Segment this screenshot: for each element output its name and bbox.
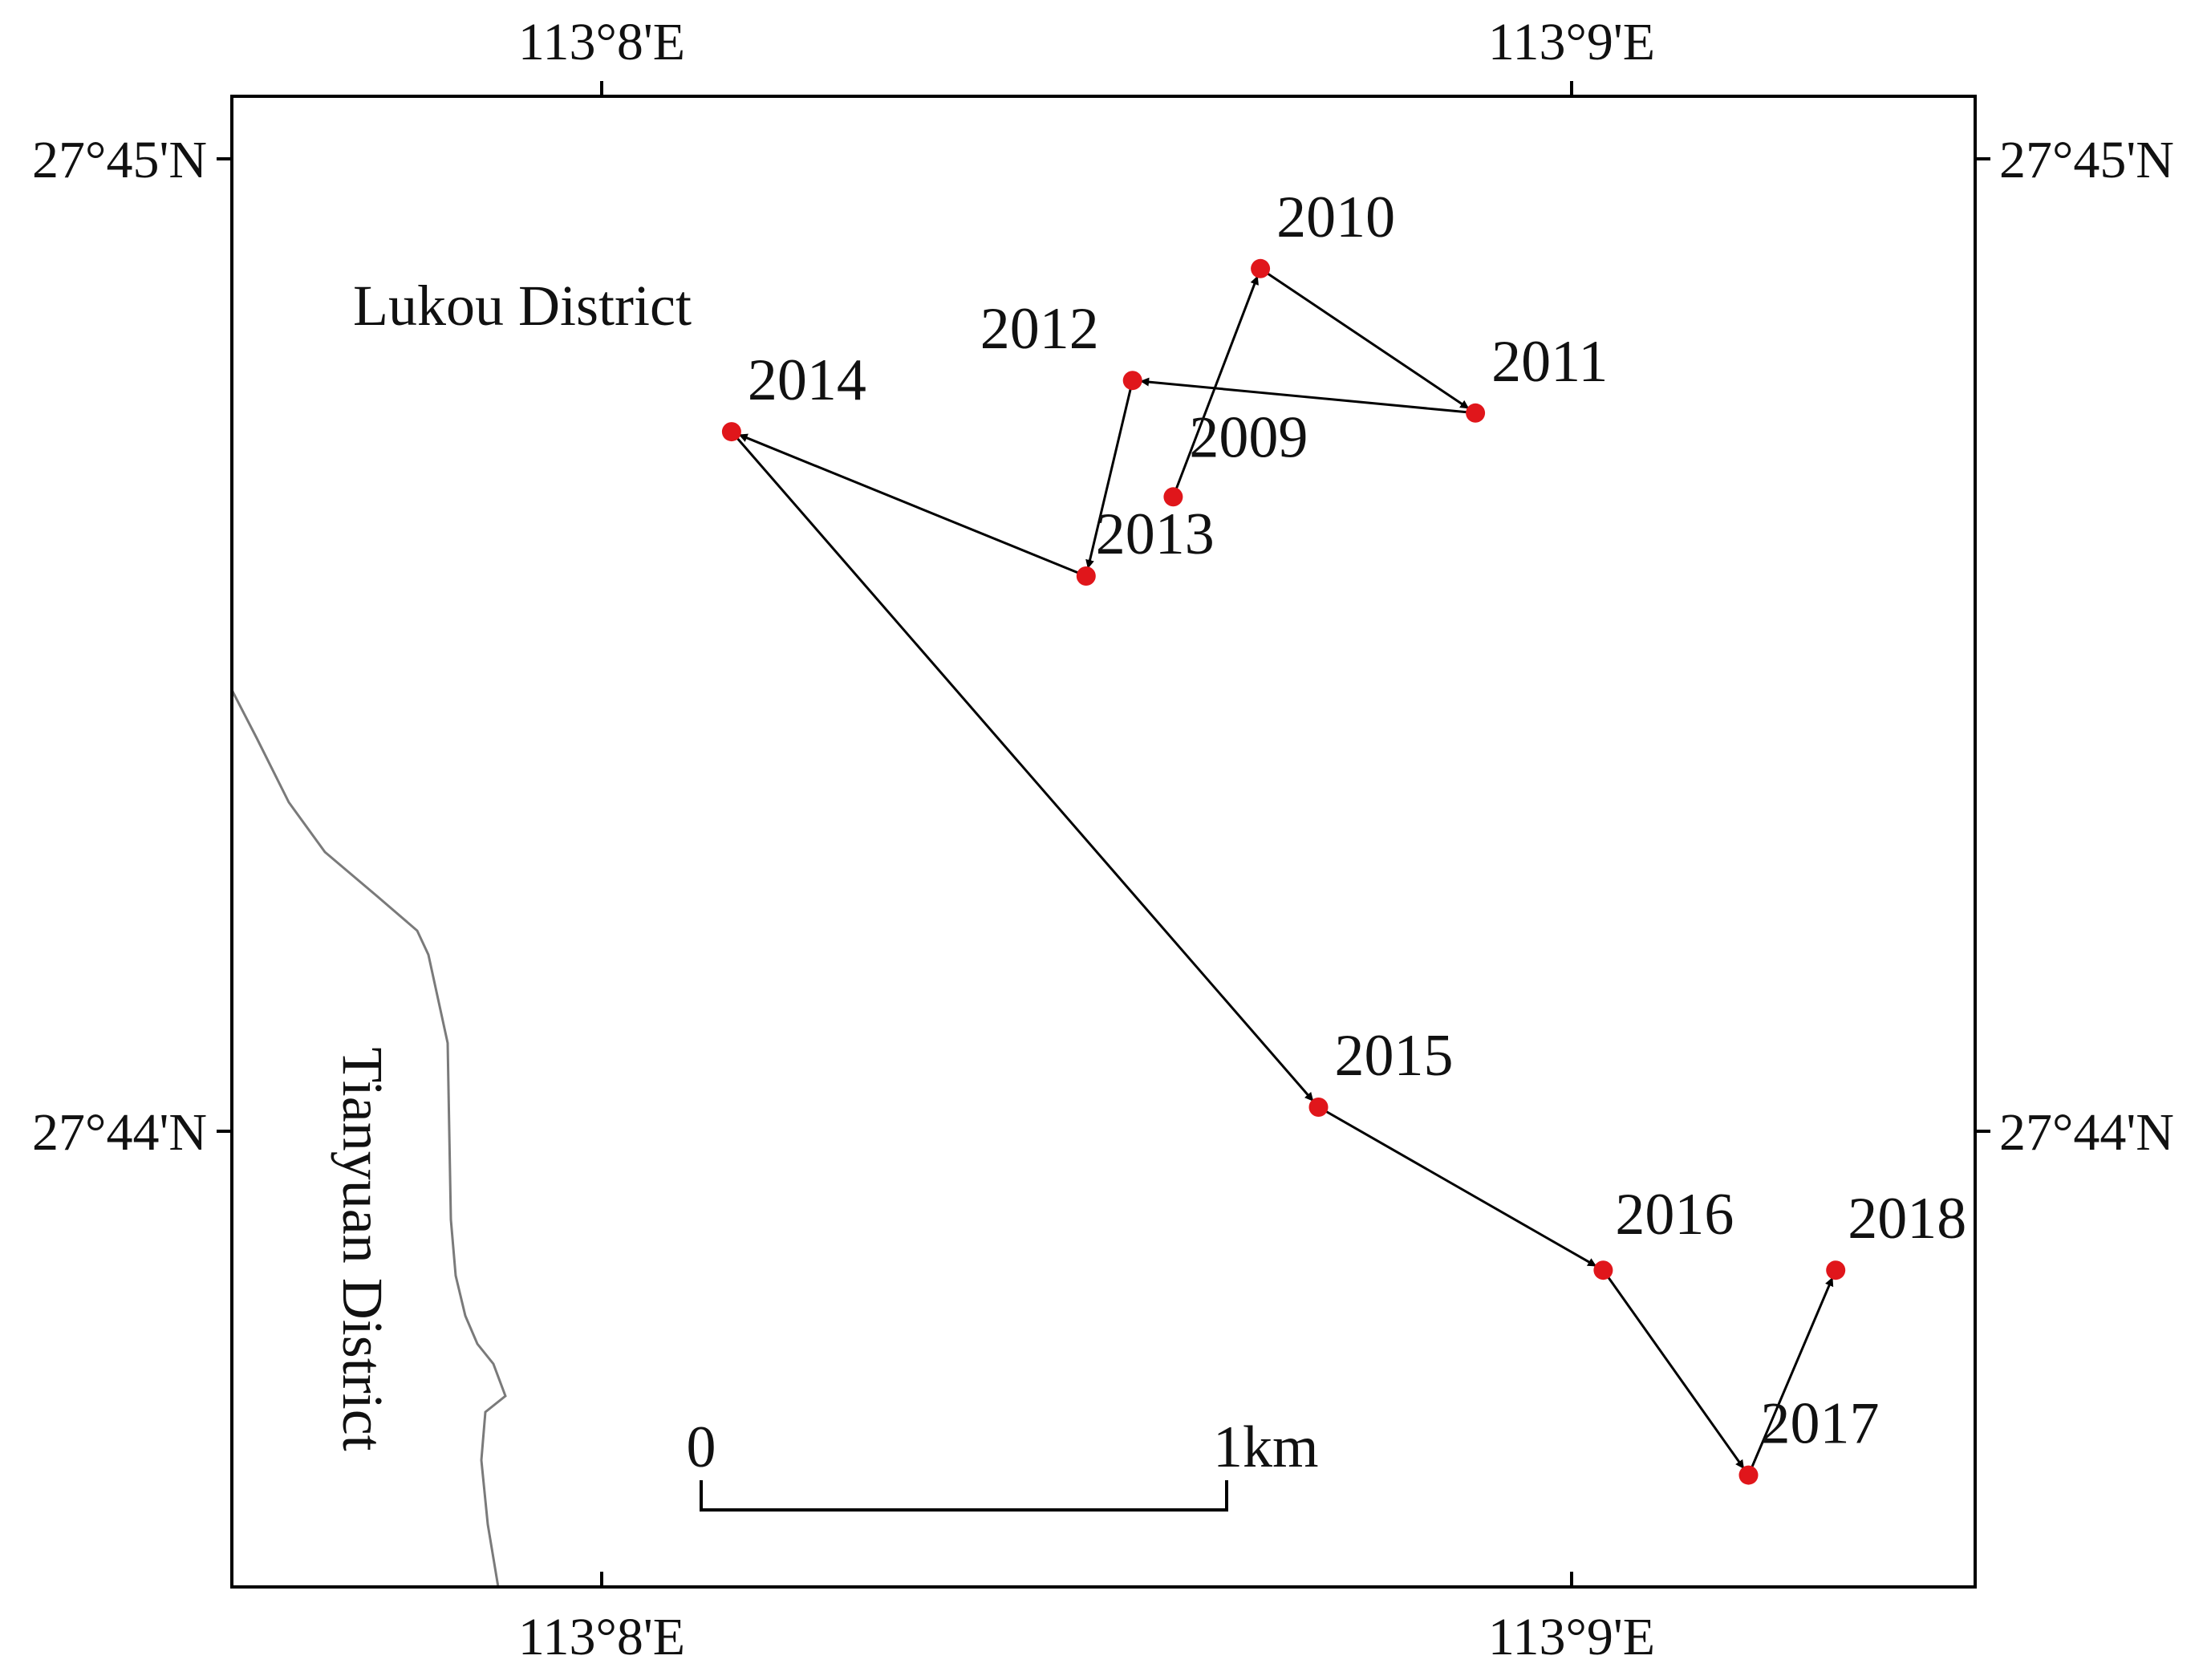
track-arrow-2013-2014 — [738, 433, 1084, 576]
track-arrow-2011-2012 — [1140, 377, 1473, 414]
tick-label-right-1: 27°45'N — [1999, 131, 2174, 189]
tick-label-top-2: 113°9'E — [1488, 13, 1655, 71]
point-2013 — [1076, 566, 1096, 586]
tick-label-bottom-2: 113°9'E — [1488, 1608, 1655, 1666]
scale-bar-end-label: 1km — [1213, 1414, 1319, 1480]
track-arrow-2009-2010 — [1173, 275, 1259, 495]
tick-label-left-2: 27°44'N — [32, 1103, 207, 1162]
track-arrow-2015-2016 — [1321, 1107, 1597, 1268]
tick-label-left-1: 27°45'N — [32, 131, 207, 189]
scale-bar-line — [700, 1480, 1228, 1512]
track-arrow-2014-2015 — [732, 433, 1315, 1102]
track-arrow-2010-2011 — [1262, 269, 1470, 410]
year-label-2013: 2013 — [1096, 501, 1215, 567]
track-arrow-2017-2018 — [1748, 1276, 1834, 1473]
frame-ticks — [217, 81, 1990, 1587]
point-2010 — [1251, 258, 1271, 278]
trajectory-points — [721, 258, 1846, 1485]
scale-bar: 0 1km — [687, 1414, 1319, 1512]
year-label-2012: 2012 — [980, 296, 1099, 362]
year-label-2016: 2016 — [1615, 1182, 1734, 1248]
year-label-2011: 2011 — [1491, 329, 1608, 395]
scale-bar-start-label: 0 — [687, 1414, 716, 1480]
year-label-2014: 2014 — [748, 347, 866, 413]
district-label-tianyuan: Tianyuan District — [331, 1047, 395, 1451]
year-label-2010: 2010 — [1276, 185, 1395, 250]
map-frame — [230, 95, 1977, 1589]
year-label-2009: 2009 — [1189, 404, 1308, 470]
district-boundary — [232, 689, 507, 1587]
point-2011 — [1466, 403, 1486, 423]
tick-label-bottom-1: 113°8'E — [518, 1608, 685, 1666]
year-label-2018: 2018 — [1848, 1186, 1966, 1252]
point-2009 — [1163, 487, 1183, 507]
point-2018 — [1826, 1260, 1846, 1280]
year-label-2017: 2017 — [1761, 1391, 1880, 1457]
point-2014 — [721, 422, 741, 442]
track-arrow-2016-2017 — [1604, 1272, 1745, 1470]
point-2016 — [1593, 1260, 1613, 1280]
point-2015 — [1308, 1098, 1329, 1117]
tick-label-right-2: 27°44'N — [1999, 1103, 2174, 1162]
year-label-2015: 2015 — [1335, 1023, 1454, 1089]
tick-label-top-1: 113°8'E — [518, 13, 685, 71]
district-label-lukou: Lukou District — [353, 274, 692, 338]
point-2017 — [1738, 1465, 1759, 1485]
point-2012 — [1122, 371, 1142, 391]
trajectory-arrows — [732, 269, 1834, 1473]
track-arrow-2012-2013 — [1085, 383, 1134, 569]
year-labels: 2009 2010 2011 2012 2013 2014 2015 2016 2017 2018 — [748, 185, 1966, 1457]
